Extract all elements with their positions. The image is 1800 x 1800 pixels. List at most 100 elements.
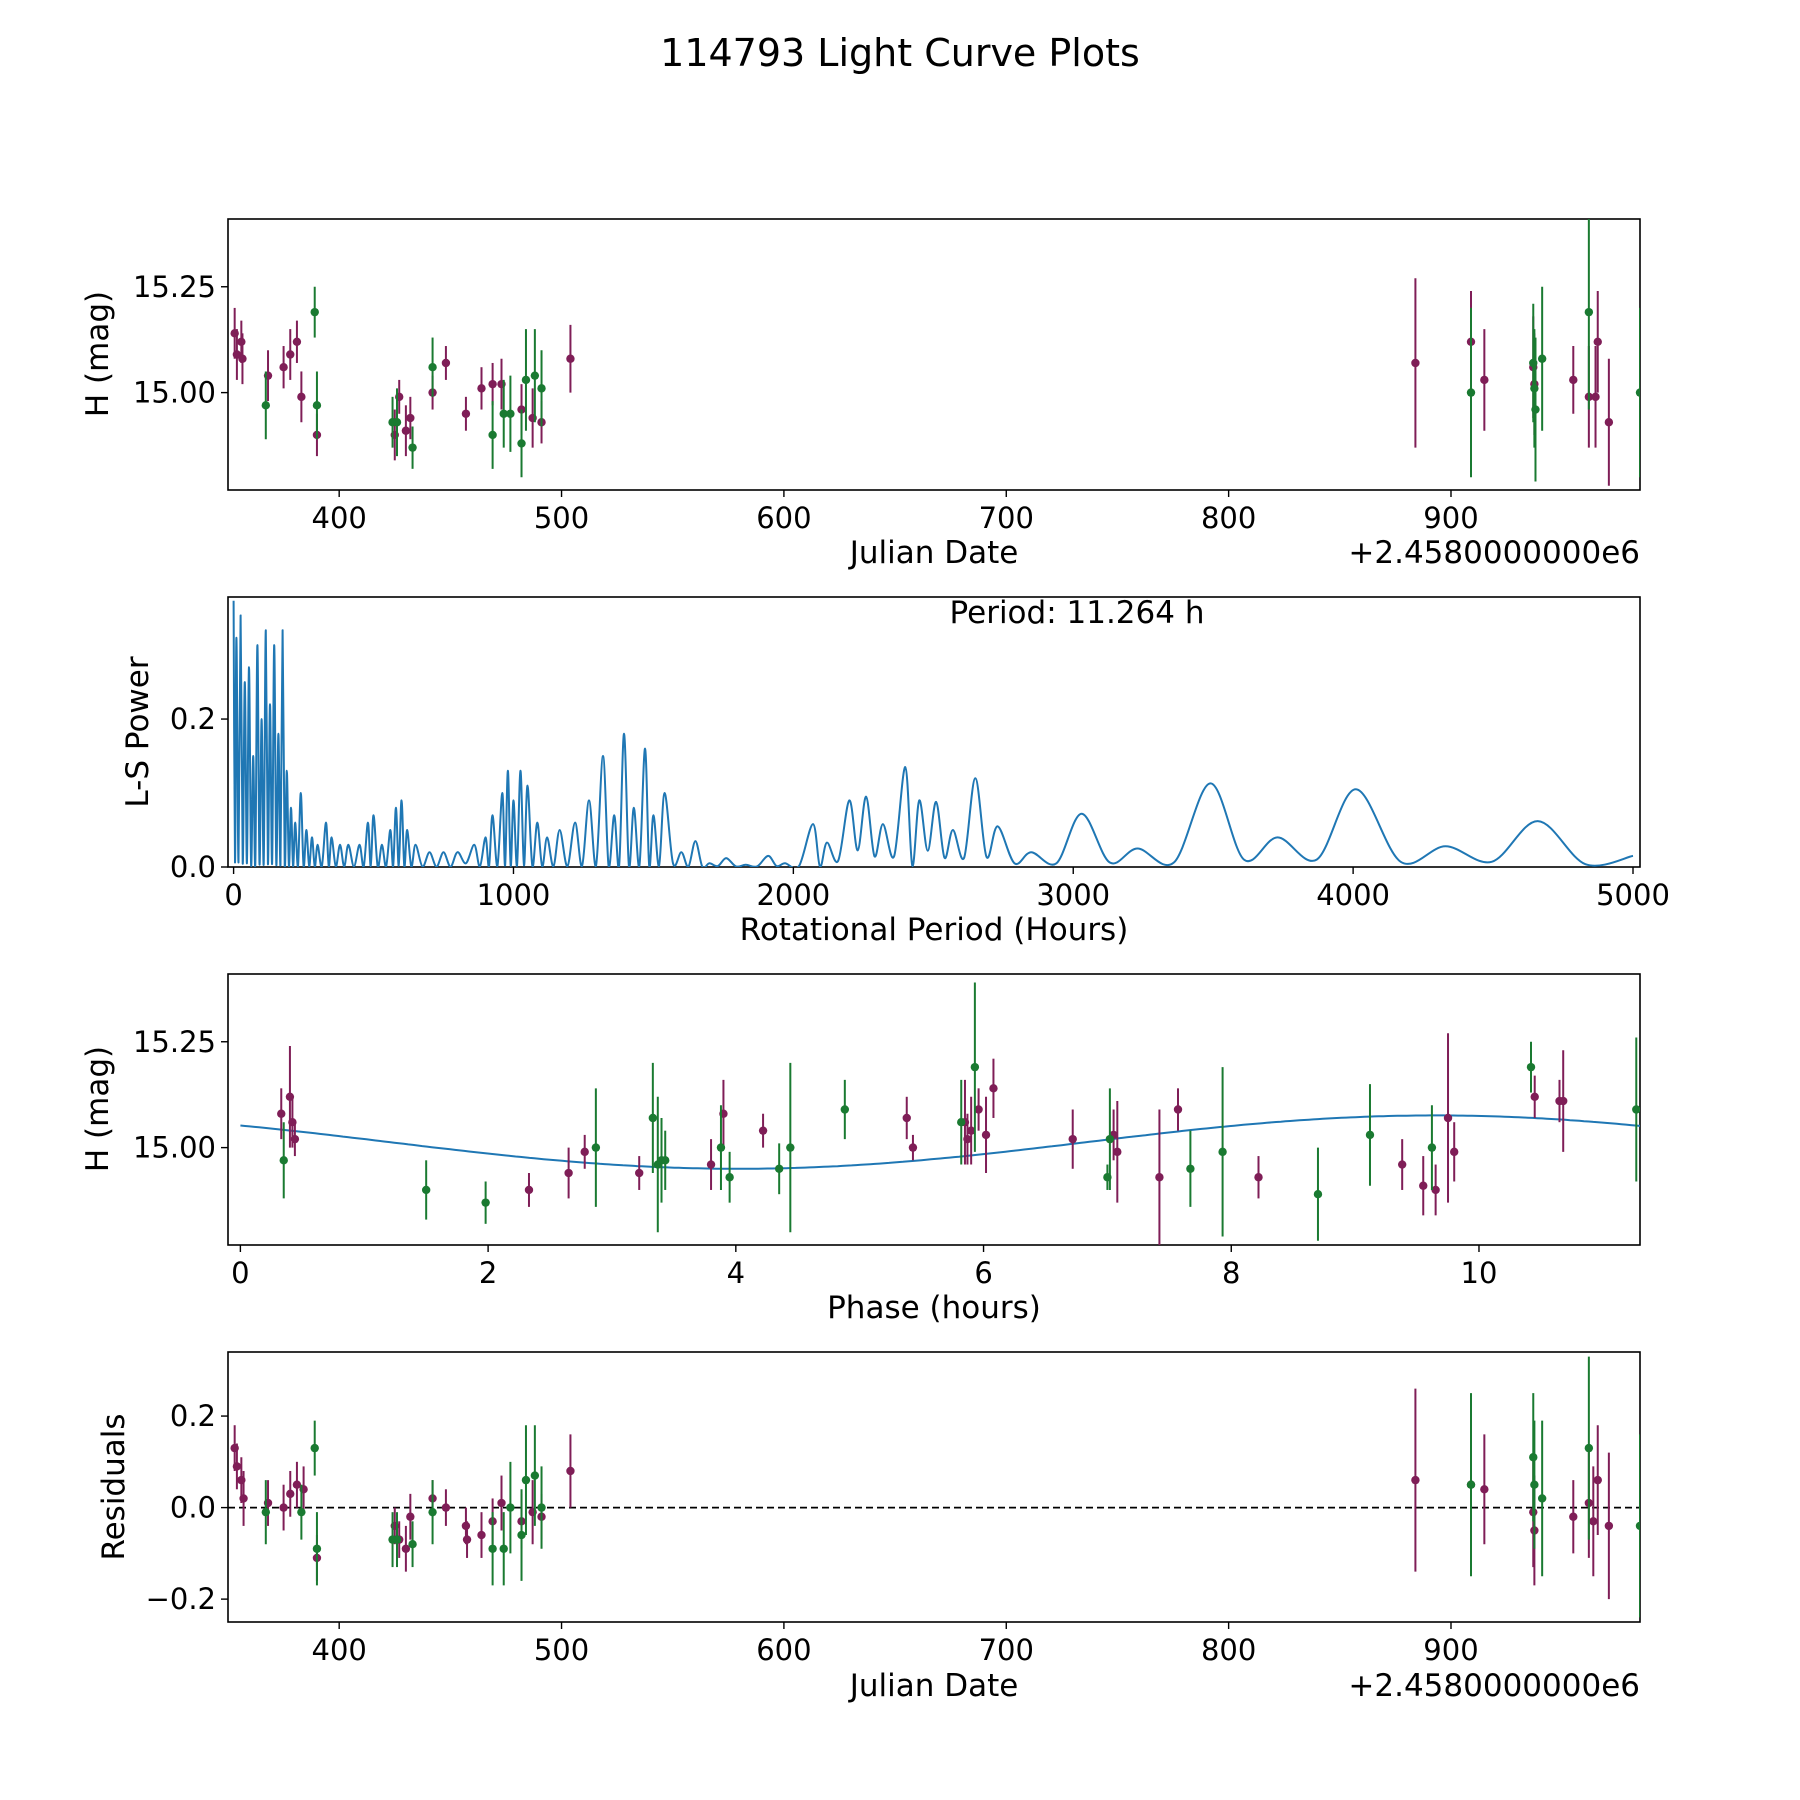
data-point-series-a [477,1530,486,1540]
data-point-series-a [1604,1521,1614,1531]
data-point-series-a [1254,1173,1263,1182]
data-point-series-b [1313,1189,1323,1199]
data-point-series-b [1537,354,1547,363]
data-point-series-a [1419,1181,1428,1190]
data-point-series-a [292,337,302,346]
data-point-series-b [530,371,540,380]
periodogram-xlabel: Rotational Period (Hours) [740,912,1129,948]
data-point-series-b [661,1156,670,1165]
x-tick-label: 6 [974,1256,992,1290]
data-point-series-a [406,413,415,423]
data-point-series-a [1589,1517,1598,1526]
data-point-series-b [261,401,271,410]
data-point-series-b [1529,1453,1538,1462]
data-point-series-a [1569,1512,1578,1521]
light-curve-plot-area [227,218,1641,491]
data-point-series-a [566,1466,575,1476]
data-points [228,1356,1640,1618]
data-point-series-b [312,1544,322,1553]
data-point-series-a [1480,375,1489,385]
residuals-x-offset: +2.4580000000e6 [1348,1668,1640,1704]
data-point-series-a [706,1160,716,1169]
light-curve-x-offset: +2.4580000000e6 [1348,535,1640,571]
data-point-series-b [421,1185,431,1195]
residuals-ylabel: Residuals [96,1413,132,1560]
x-tick-label: 1000 [477,878,551,912]
data-point-series-b [488,1544,497,1553]
data-point-series-b [392,418,402,427]
x-tick-label: 700 [979,1633,1034,1667]
data-point-series-a [462,1535,472,1544]
data-point-series-a [902,1113,911,1123]
x-tick-label: 700 [979,501,1034,535]
data-point-series-b [521,375,531,385]
data-point-series-b [1584,307,1594,317]
data-point-series-b [1531,405,1540,414]
x-tick-label: 900 [1423,1633,1478,1667]
data-point-series-b [840,1105,850,1114]
data-point-series-a [580,1147,589,1157]
data-point-series-a [1604,418,1614,427]
data-point-series-a [1397,1160,1407,1169]
data-point-series-b [297,1507,306,1517]
data-point-series-a [989,1084,998,1093]
x-tick-label: 400 [312,1633,367,1667]
x-tick-label: 2 [479,1256,497,1290]
periodogram-period-annotation: Period: 11.264 h [950,595,1205,631]
data-point-series-b [506,1503,515,1512]
data-point-series-a [758,1126,768,1135]
data-point-series-b [517,1530,526,1540]
data-point-series-b [1186,1164,1195,1173]
data-point-series-b [408,1540,417,1549]
data-point-series-a [974,1105,983,1114]
data-point-series-a [1530,1092,1539,1101]
periodogram-ylabel: L-S Power [120,656,156,807]
data-point-series-b [506,409,515,418]
data-point-series-b [786,1143,795,1152]
data-point-series-a [1411,1475,1420,1485]
data-point-series-b [517,439,526,448]
periodogram-plot-area [227,596,1641,868]
x-tick-label: 2000 [756,878,830,912]
data-point-series-a [1155,1173,1164,1182]
data-point-series-a [292,1480,302,1489]
x-tick-label: 600 [756,1633,811,1667]
y-tick-label: 15.25 [133,270,216,304]
data-point-series-b [774,1164,784,1173]
data-point-series-b [279,1156,288,1165]
data-point-series-a [461,1521,471,1531]
data-point-series-a [279,1503,288,1512]
data-point-series-b [1218,1147,1227,1157]
x-tick-label: 500 [534,501,589,535]
x-tick-label: 500 [534,1633,589,1667]
y-tick-label: 15.25 [133,1025,216,1059]
data-point-series-a [461,409,471,418]
data-point-series-a [963,1134,972,1144]
data-point-series-a [277,1109,286,1118]
data-point-series-a [237,337,246,346]
data-point-series-b [1635,1521,1640,1531]
data-point-series-a [1593,1475,1602,1485]
data-point-series-a [1450,1147,1459,1157]
residuals-plot-area [227,1351,1641,1623]
x-tick-label: 3000 [1036,878,1110,912]
data-point-series-b [392,1535,402,1544]
data-point-series-a [488,379,497,389]
data-point-series-a [908,1143,918,1152]
data-point-series-a [1559,1096,1568,1106]
data-point-series-a [239,1494,248,1503]
phase-folded-plot-area [227,973,1641,1246]
x-tick-label: 600 [756,501,811,535]
data-point-series-a [286,1489,295,1499]
data-point-series-b [725,1173,734,1182]
data-point-series-a [497,1498,506,1508]
data-point-series-b [537,384,546,393]
data-point-series-b [530,1471,540,1480]
data-point-series-b [521,1475,531,1485]
phase-folded-panel: 0 2 4 6 8 10 15.00 15.25 Phase (hours) H (mag) [80,973,1641,1326]
data-point-series-b [1584,1443,1594,1453]
data-point-series-a [1591,392,1600,402]
residuals-panel: 400 500 600 700 800 900 −0.2 0.0 0.2 Julian Date… [96,1351,1641,1704]
data-point-series-a [290,1134,300,1144]
data-point-series-b [261,1507,271,1517]
